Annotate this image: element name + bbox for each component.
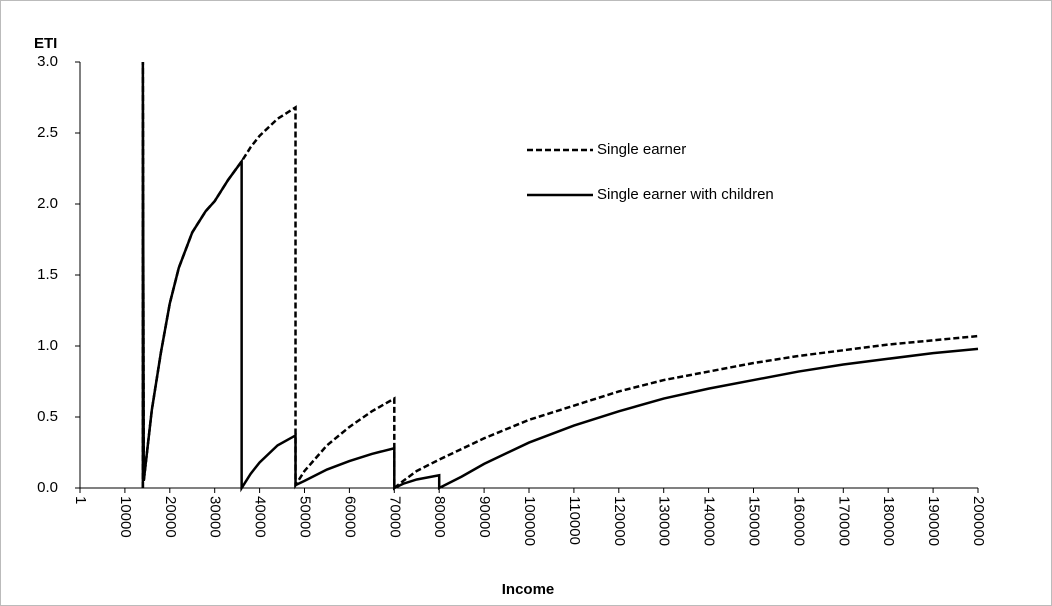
y-tick-label: 1.5	[37, 266, 58, 283]
x-tick-label: 1	[72, 496, 89, 504]
x-tick-label: 170000	[835, 496, 852, 546]
y-tick-label: 0.5	[37, 408, 58, 425]
x-tick-label: 70000	[386, 496, 403, 538]
x-tick-label: 10000	[117, 496, 134, 538]
x-tick-label: 110000	[566, 496, 583, 545]
x-axis-title: Income	[502, 581, 555, 598]
x-tick-label: 50000	[297, 496, 314, 538]
y-tick-label: 3.0	[37, 53, 58, 70]
y-tick-label: 0.0	[37, 479, 58, 496]
y-tick-label: 1.0	[37, 337, 58, 354]
x-tick-label: 150000	[746, 496, 763, 546]
x-tick-label: 130000	[656, 496, 673, 546]
x-tick-label: 190000	[925, 496, 942, 546]
x-tick-label: 30000	[207, 496, 224, 538]
x-tick-label: 20000	[162, 496, 179, 538]
series-line	[141, 61, 979, 493]
legend-label: Single earner with children	[597, 186, 774, 203]
y-tick-label: 2.0	[37, 195, 58, 212]
legend-label: Single earner	[597, 141, 686, 158]
x-tick-label: 180000	[880, 496, 897, 546]
x-tick-label: 80000	[431, 496, 448, 538]
x-tick-label: 140000	[701, 496, 718, 546]
y-axis-title: ETI	[34, 35, 57, 52]
x-tick-label: 90000	[476, 496, 493, 538]
y-tick-label: 2.5	[37, 124, 58, 141]
x-tick-label: 120000	[611, 496, 628, 546]
x-tick-label: 200000	[970, 496, 987, 546]
x-tick-label: 160000	[790, 496, 807, 546]
x-tick-label: 60000	[341, 496, 358, 538]
x-tick-label: 40000	[252, 496, 269, 538]
x-tick-label: 100000	[521, 496, 538, 546]
